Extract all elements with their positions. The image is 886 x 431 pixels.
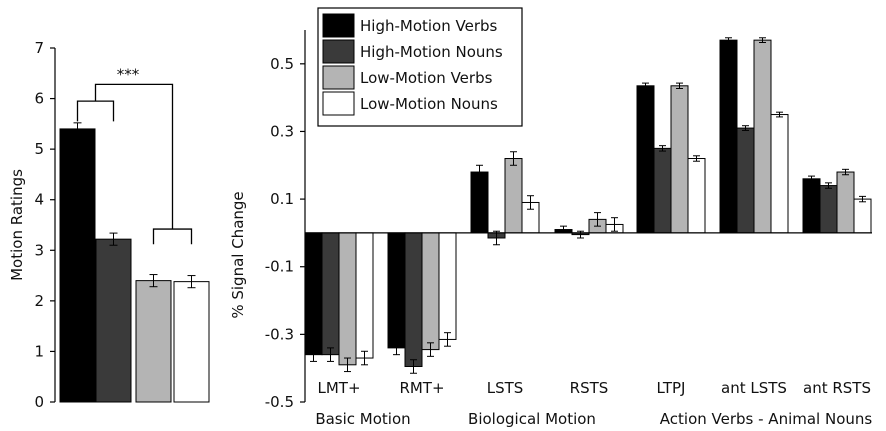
motion-ratings-chart: 0 1 2 3 4 5 6 7 Motion Ratings *** [8,39,210,411]
left-y-tick-label: 2 [34,292,44,310]
right-y-label: % Signal Change [229,191,247,318]
signal-error-bar [344,357,351,373]
right-y-tick-label: -0.3 [265,325,294,343]
signal-bar [470,171,489,234]
signal-bar [719,39,738,234]
right-y-tick-label: 0.5 [270,55,294,73]
signal-bar [687,158,706,234]
category-label: LTPJ [657,379,686,397]
rating-bar [95,238,132,403]
left-y-tick-label: 0 [34,393,44,411]
signal-error-bar [676,82,683,90]
category-label: ant RSTS [803,379,871,397]
signal-bar [653,147,672,234]
signal-error-bar [611,217,618,232]
right-y-tick-label: 0.3 [270,122,294,140]
rating-bar [135,280,172,403]
legend-label: High-Motion Verbs [360,17,498,35]
group-label: Biological Motion [468,410,596,428]
right-y-tick-label: -0.1 [265,258,294,276]
signal-bar [636,85,655,234]
signal-error-bar [842,168,849,176]
legend-swatch [322,91,355,116]
signal-bar [802,178,821,234]
legend: High-Motion Verbs High-Motion Nouns Low-Mo… [317,7,523,127]
category-label: LSTS [487,379,524,397]
legend-swatch [322,13,355,38]
signal-error-bar [825,182,832,189]
category-label: LMT+ [317,379,360,397]
signal-bar [304,232,323,356]
right-y-tick-label: 0.1 [270,190,294,208]
rating-error-bar [149,274,158,288]
signal-bar [321,232,340,356]
signal-error-bar [742,125,749,131]
left-y-tick-label: 5 [34,140,44,158]
category-label: RSTS [570,379,609,397]
rating-error-bar [187,275,196,289]
signal-error-bar [776,111,783,118]
signal-bar [753,39,772,234]
significance-bracket [76,83,193,245]
signal-error-bar [859,195,866,203]
signal-error-bar [808,175,815,183]
category-label: ant LSTS [721,379,787,397]
signal-error-bar [693,155,700,162]
signal-error-bar [642,82,649,90]
legend-label: Low-Motion Verbs [360,69,493,87]
signal-bar [504,158,523,234]
signal-error-bar [310,347,317,362]
legend-label: High-Motion Nouns [360,43,503,61]
category-label: RMT+ [399,379,444,397]
left-y-tick-label: 1 [34,342,44,360]
signal-error-bar [393,340,400,356]
legend-swatch [322,65,355,90]
signal-bar [387,232,406,349]
signal-error-bar [725,37,732,44]
left-y-tick-label: 4 [34,191,44,209]
signal-error-bar [759,37,766,44]
left-y-tick-label: 3 [34,241,44,259]
signal-bar [355,232,374,359]
signal-bar [853,198,872,234]
signal-bar [670,85,689,234]
rating-bar [59,128,96,403]
signal-bar [338,232,357,366]
right-y-tick-label: -0.5 [265,393,294,411]
signal-error-bar [327,347,334,362]
signal-bar [438,232,457,340]
legend-label: Low-Motion Nouns [360,95,498,113]
signal-error-bar [659,145,666,152]
rating-bar [173,281,210,403]
left-y-label: Motion Ratings [8,169,26,281]
signal-error-bar [510,151,517,166]
signal-error-bar [410,359,417,374]
signal-bar [836,171,855,234]
signal-change-chart: 0.5 0.3 0.1 -0.1 -0.3 -0.5 LMT+ RMT+ LSTS RSTS LT… [229,7,873,428]
signal-error-bar [476,164,483,180]
left-y-tick-label: 7 [34,39,44,57]
signal-bar [736,127,755,234]
signal-error-bar [527,195,534,210]
rating-error-bar [73,122,82,136]
group-label: Action Verbs - Animal Nouns [660,410,873,428]
legend-swatch [322,39,355,64]
signal-bar [421,232,440,351]
signal-bar [819,185,838,234]
signal-error-bar [444,332,451,347]
signal-error-bar [361,350,368,366]
significance-label: *** [117,65,140,83]
group-label: Basic Motion [315,410,410,428]
signal-error-bar [427,342,434,357]
signal-error-bar [594,212,601,227]
signal-bar [770,114,789,234]
rating-error-bar [109,232,118,246]
left-y-tick-label: 6 [34,90,44,108]
signal-bar [404,232,423,367]
